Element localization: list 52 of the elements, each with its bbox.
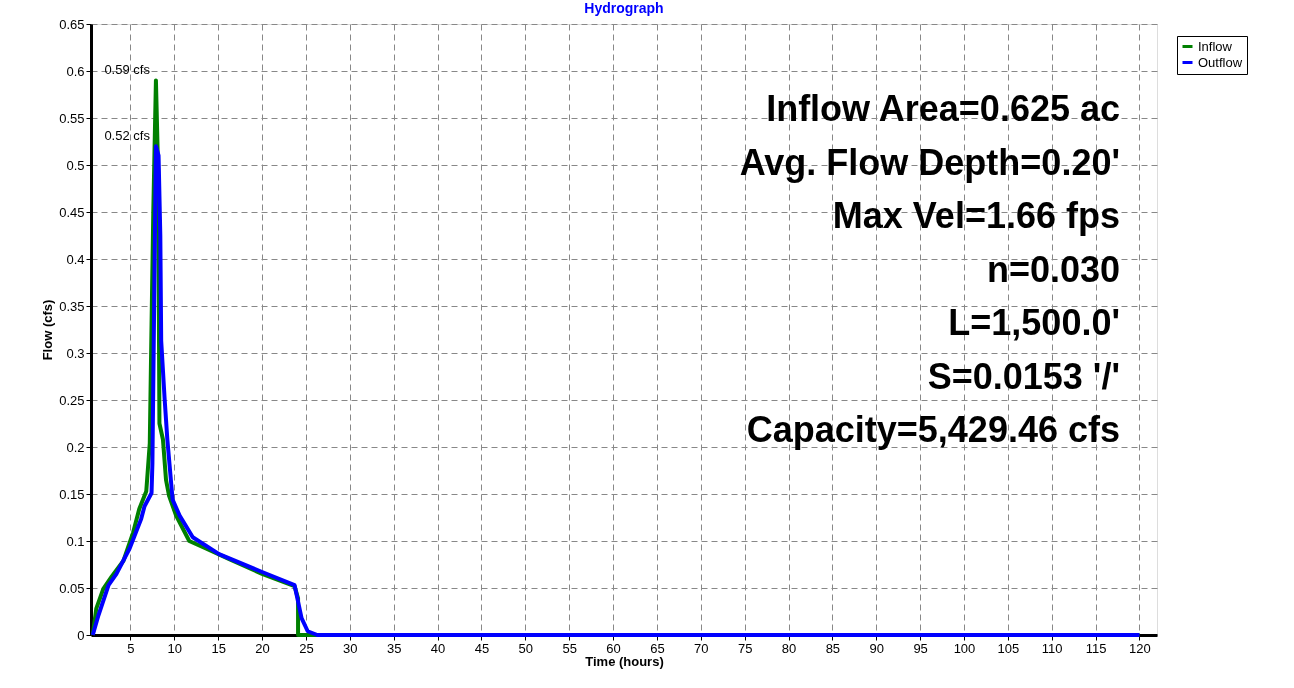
x-tick-label: 80 [781, 640, 797, 656]
x-tick-label: 30 [343, 640, 358, 656]
x-tick-label: 55 [562, 640, 577, 656]
x-tick-label: 50 [518, 640, 534, 656]
x-tick-label: 90 [869, 640, 884, 656]
x-tick-label: 40 [430, 640, 446, 656]
annotation: L=1,500.0' [948, 302, 1120, 343]
y-tick-label: 0 [77, 627, 85, 643]
y-tick-label: 0.55 [59, 110, 85, 126]
y-tick-label: 0.3 [66, 345, 85, 361]
annotation: Avg. Flow Depth=0.20' [739, 141, 1120, 183]
y-tick-label: 0.4 [66, 251, 85, 267]
x-tick-label: 5 [127, 640, 135, 656]
x-tick-label: 70 [694, 640, 709, 656]
legend-label: Outflow [1198, 54, 1243, 70]
y-tick-label: 0.1 [66, 533, 85, 549]
x-tick-label: 10 [167, 640, 183, 656]
x-tick-label: 45 [474, 640, 490, 656]
y-tick-label: 0.25 [59, 392, 85, 408]
x-tick-label: 25 [299, 640, 314, 656]
annotation: n=0.030 [986, 248, 1120, 290]
y-tick-label: 0.2 [66, 439, 85, 455]
chart-title: Hydrograph [584, 0, 664, 16]
annotation: S=0.0153 '/' [927, 355, 1120, 397]
y-axis-title: Flow (cfs) [40, 299, 56, 361]
x-tick-label: 85 [825, 640, 841, 656]
x-axis-title: Time (hours) [585, 653, 664, 669]
y-tick-label: 0.45 [59, 204, 85, 220]
y-tick-label: 0.15 [59, 486, 85, 502]
y-tick-label: 0.6 [66, 63, 85, 79]
y-tick-label: 0.35 [59, 298, 85, 314]
x-tick-label: 110 [1041, 640, 1063, 656]
x-tick-label: 120 [1129, 640, 1151, 656]
x-tick-label: 65 [650, 640, 665, 656]
y-tick-label: 0.05 [59, 580, 85, 596]
legend-label: Inflow [1198, 38, 1233, 54]
x-tick-label: 60 [606, 640, 621, 656]
x-tick-label: 20 [255, 640, 270, 656]
y-tick-label: 0.65 [59, 16, 85, 32]
x-tick-label: 115 [1085, 640, 1107, 656]
y-tick-label: 0.5 [66, 157, 85, 173]
x-tick-label: 35 [386, 640, 402, 656]
annotation: 0.59 cfs [104, 62, 151, 78]
x-tick-label: 75 [737, 640, 753, 656]
x-tick-label: 95 [913, 640, 928, 656]
x-tick-label: 15 [211, 640, 226, 656]
x-tick-label: 105 [997, 640, 1020, 656]
x-tick-label: 100 [953, 640, 976, 656]
annotation: Capacity=5,429.46 cfs [746, 409, 1120, 450]
annotation: 0.52 cfs [104, 128, 151, 144]
annotation: Inflow Area=0.625 ac [766, 88, 1120, 129]
annotation: Max Vel=1.66 fps [832, 195, 1120, 236]
